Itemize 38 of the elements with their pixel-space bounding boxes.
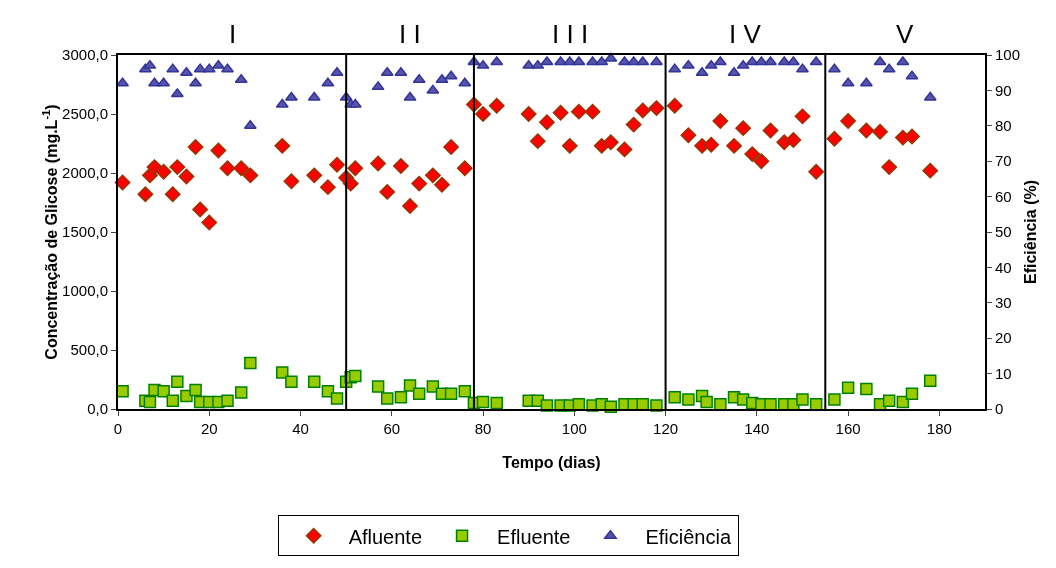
x-tick-label: 120 [653, 420, 679, 437]
legend-label: Afluente [348, 525, 423, 548]
y-tick-label: 500,0 [70, 341, 108, 359]
y2-tick-label: 20 [995, 329, 1012, 347]
text: I I I [552, 19, 589, 49]
x-tick-label: 180 [926, 420, 952, 437]
y-tick-label: 2000,0 [62, 164, 108, 182]
y2-tick-label: 50 [995, 223, 1012, 241]
text: I V [729, 19, 762, 49]
y-tick-label: 1000,0 [62, 282, 108, 300]
y-tick-label: 0,0 [87, 400, 108, 418]
y-tick-label: 3000,0 [62, 46, 108, 64]
y2-tick-label: 30 [995, 294, 1012, 312]
x-tick-label: 60 [383, 420, 401, 437]
x-tick-label: 0 [113, 420, 123, 437]
y-tick-label: 1500,0 [62, 223, 108, 241]
y2-axis-title: Eficiência (%) [1022, 179, 1039, 285]
y2-tick-label: 60 [995, 187, 1012, 205]
legend-label: Efluente [497, 525, 571, 548]
x-tick-label: 80 [474, 420, 492, 437]
text: I [229, 19, 237, 49]
y2-tick-label: 0 [995, 400, 1004, 418]
x-tick-label: 160 [835, 420, 861, 437]
y2-tick-label: 80 [995, 117, 1012, 135]
x-axis-title: Tempo (dias) [502, 454, 601, 471]
x-tick-label: 20 [200, 420, 218, 437]
x-tick-label: 140 [744, 420, 770, 437]
y2-tick-label: 10 [995, 364, 1012, 382]
text: V [896, 19, 914, 49]
x-tick-label: 100 [561, 420, 587, 437]
x-tick-label: 40 [292, 420, 309, 437]
y-tick-label: 2500,0 [62, 105, 108, 123]
legend-label: Eficiência [645, 525, 732, 548]
y2-tick-label: 90 [995, 81, 1012, 99]
y2-tick-label: 40 [995, 258, 1012, 276]
y2-tick-label: 70 [995, 152, 1012, 170]
text: I I [399, 19, 421, 49]
y2-tick-label: 100 [995, 46, 1021, 64]
